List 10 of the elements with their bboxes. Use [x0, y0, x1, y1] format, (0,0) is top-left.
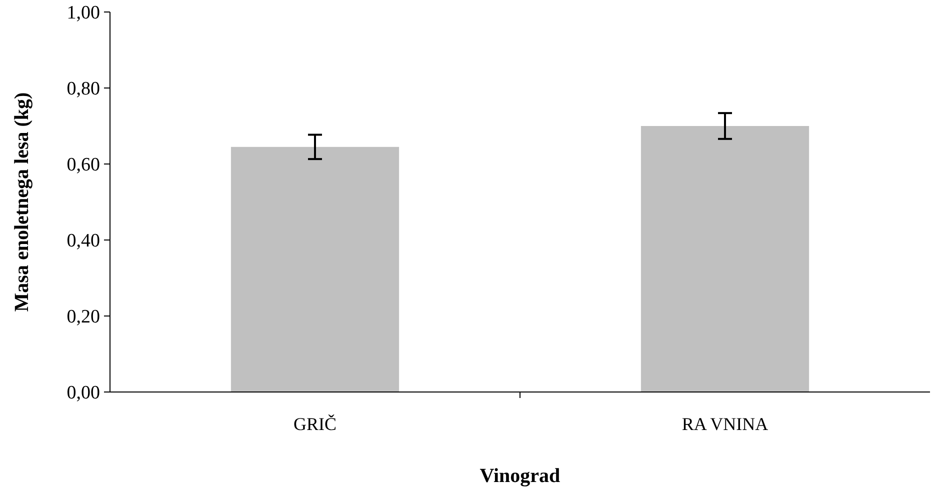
y-tick-label: 0,20: [66, 306, 100, 328]
y-tick-label: 0,00: [66, 382, 100, 404]
x-tick-label: RA VNINA: [682, 414, 768, 434]
y-axis-title: Masa enoletnega lesa (kg): [11, 92, 33, 312]
y-tick-label: 0,40: [66, 230, 100, 252]
y-tick-label: 1,00: [66, 2, 100, 24]
y-tick-label: 0,60: [66, 154, 100, 176]
x-tick-label: GRIČ: [293, 414, 337, 434]
x-axis-title: Vinograd: [480, 465, 560, 487]
y-tick-label: 0,80: [66, 78, 100, 100]
